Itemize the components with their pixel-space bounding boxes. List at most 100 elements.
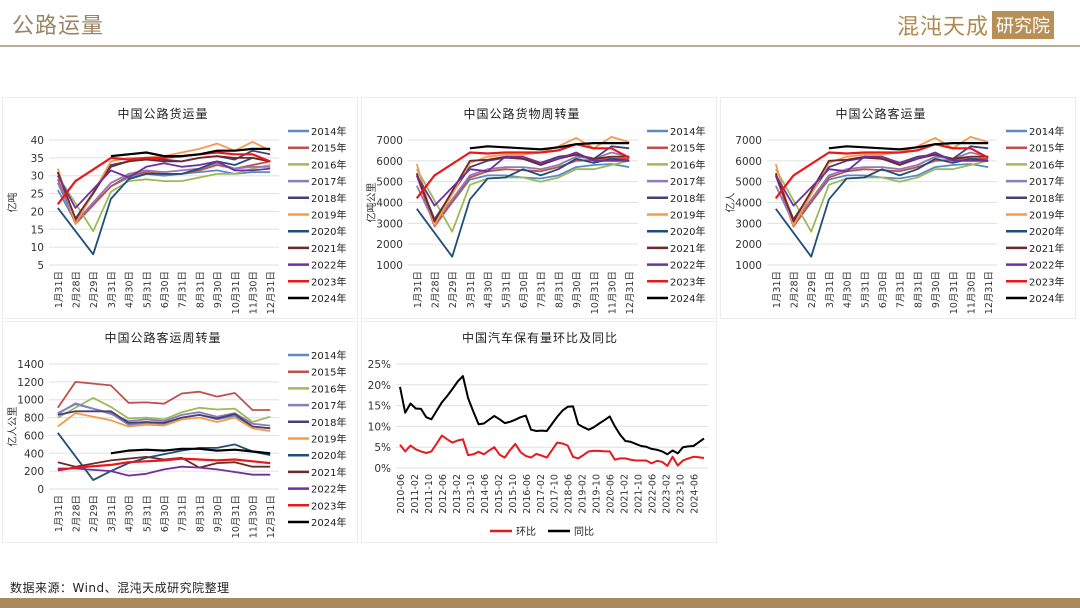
y-tick-label: 800 [24, 413, 44, 425]
x-tick-label: 2月29日 [89, 495, 100, 532]
x-tick-label: 5月31日 [860, 271, 871, 308]
series-line-2017年 [57, 402, 271, 427]
chart-panel-car-ownership: 中国汽车保有量环比及同比 0% 5% 10% 15% 20% 25% 2010-06 2011-… [361, 321, 717, 543]
x-tick-label: 11月30日 [607, 271, 618, 314]
x-tick-label: 2015-10 [508, 474, 519, 514]
legend-label: 2014年 [311, 349, 346, 362]
x-tick-label: 11月30日 [248, 271, 259, 314]
series-line-2019年 [57, 412, 271, 432]
legend-label: 2022年 [311, 483, 346, 496]
x-tick-label: 9月30日 [931, 271, 942, 308]
y-axis-label: 亿吨公里 [365, 183, 378, 223]
x-tick-label: 2022-06 [648, 474, 659, 514]
x-tick-label: 2月29日 [89, 271, 100, 308]
y-tick-label: 5 [37, 260, 44, 272]
legend-label: 2016年 [311, 382, 346, 395]
chart-title: 中国公路客运周转量 [104, 330, 221, 345]
legend-label: 2022年 [670, 259, 705, 272]
legend-label: 2024年 [670, 292, 705, 305]
y-tick-label: 4000 [376, 198, 403, 210]
y-tick-label: 400 [24, 448, 44, 460]
chart-panel-passenger-turnover: 中国公路客运周转量 0 200 400 600 800 1000 1200 1400 亿人公里 1月… [2, 321, 358, 543]
x-tick-label: 6月30日 [160, 495, 171, 532]
x-tick-label: 4月30日 [125, 495, 136, 532]
chart-panel-passenger-volume: 中国公路客运量 1000 2000 3000 4000 5000 6000 7000 亿人 1月3… [720, 97, 1076, 319]
x-tick-label: 8月31日 [554, 271, 565, 308]
legend-label: 2014年 [311, 125, 346, 138]
x-tick-label: 2019-10 [592, 474, 603, 514]
x-tick-label: 2015-02 [494, 474, 505, 514]
y-tick-label: 0 [37, 484, 44, 496]
legend-label: 2022年 [311, 259, 346, 272]
series-line-2019年 [56, 140, 271, 225]
legend-label: 2015年 [311, 366, 346, 379]
y-tick-label: 1000 [376, 260, 403, 272]
legend-label: 2019年 [311, 209, 346, 222]
legend-label: 2024年 [1029, 292, 1064, 305]
y-tick-label: 3000 [376, 218, 403, 230]
x-tick-label: 10月31日 [231, 271, 242, 314]
logo: 混沌天成 研究院 [897, 9, 1054, 41]
y-tick-label: 600 [24, 430, 44, 442]
x-tick-label: 2010-06 [396, 474, 407, 514]
x-tick-label: 8月31日 [913, 271, 924, 308]
x-tick-label: 10月31日 [590, 271, 601, 314]
x-tick-label: 2023-10 [676, 474, 687, 514]
x-tick-label: 5月31日 [142, 495, 153, 532]
series-line-2020年 [57, 432, 271, 482]
x-tick-label: 5月31日 [142, 271, 153, 308]
y-tick-label: 1400 [17, 359, 44, 371]
series-line-2014年 [57, 169, 271, 223]
chart-title: 中国汽车保有量环比及同比 [462, 330, 618, 345]
series-line-2022年 [416, 151, 630, 207]
y-tick-label: 1200 [17, 377, 44, 389]
y-tick-label: 20% [368, 380, 391, 392]
x-tick-label: 2021-02 [620, 474, 631, 514]
chart-panel-freight-volume: 中国公路货运量 5 10 15 20 25 30 35 40 亿吨 1月31日 2月28日 2月29日 3… [2, 97, 358, 319]
y-tick-label: 6000 [376, 156, 403, 168]
legend-label: 2023年 [311, 275, 346, 288]
x-tick-label: 1月31日 [54, 271, 65, 308]
legend-label: 2018年 [1029, 192, 1064, 205]
series-line-2014年 [774, 163, 989, 227]
series-line-2020年 [57, 157, 271, 256]
x-tick-label: 6月30日 [878, 271, 889, 308]
legend-label: 2020年 [311, 449, 346, 462]
legend-label: 2020年 [311, 225, 346, 238]
legend-label: 2015年 [1029, 142, 1064, 155]
series-line-2019年 [774, 136, 989, 227]
series-line-2016年 [57, 164, 271, 233]
legend-label: 2019年 [670, 209, 705, 222]
x-tick-label: 2月28日 [72, 271, 83, 308]
x-tick-label: 10月31日 [231, 495, 242, 538]
x-tick-label: 2月28日 [431, 271, 442, 308]
legend-label: 2024年 [311, 516, 346, 529]
series-line-2018年 [57, 410, 271, 430]
series-line-2015年 [415, 157, 630, 228]
y-tick-label: 35 [31, 153, 44, 165]
y-tick-label: 0% [374, 463, 391, 475]
legend-label: 2017年 [311, 399, 346, 412]
x-tick-label: 2021-10 [634, 474, 645, 514]
legend-label: 2021年 [311, 242, 346, 255]
x-tick-label: 2013-02 [452, 474, 463, 514]
legend-label: 2014年 [670, 125, 705, 138]
series-line-同比 [399, 375, 705, 456]
y-tick-label: 7000 [376, 135, 403, 147]
legend-label: 环比 [516, 526, 536, 538]
legend-label: 2021年 [311, 466, 346, 479]
x-tick-label: 10月31日 [949, 271, 960, 314]
x-tick-label: 12月31日 [625, 271, 636, 314]
x-tick-label: 4月30日 [484, 271, 495, 308]
x-tick-label: 4月30日 [125, 271, 136, 308]
y-tick-label: 5% [374, 442, 391, 454]
x-tick-label: 1月31日 [54, 495, 65, 532]
series-line-2015年 [774, 157, 989, 228]
series-line-2022年 [57, 160, 271, 209]
series-line-2021年 [774, 153, 989, 223]
y-tick-label: 5000 [735, 177, 762, 189]
series-line-2020年 [416, 157, 630, 258]
x-tick-label: 5月31日 [501, 271, 512, 308]
y-tick-label: 6000 [735, 156, 762, 168]
y-tick-label: 3000 [735, 218, 762, 230]
